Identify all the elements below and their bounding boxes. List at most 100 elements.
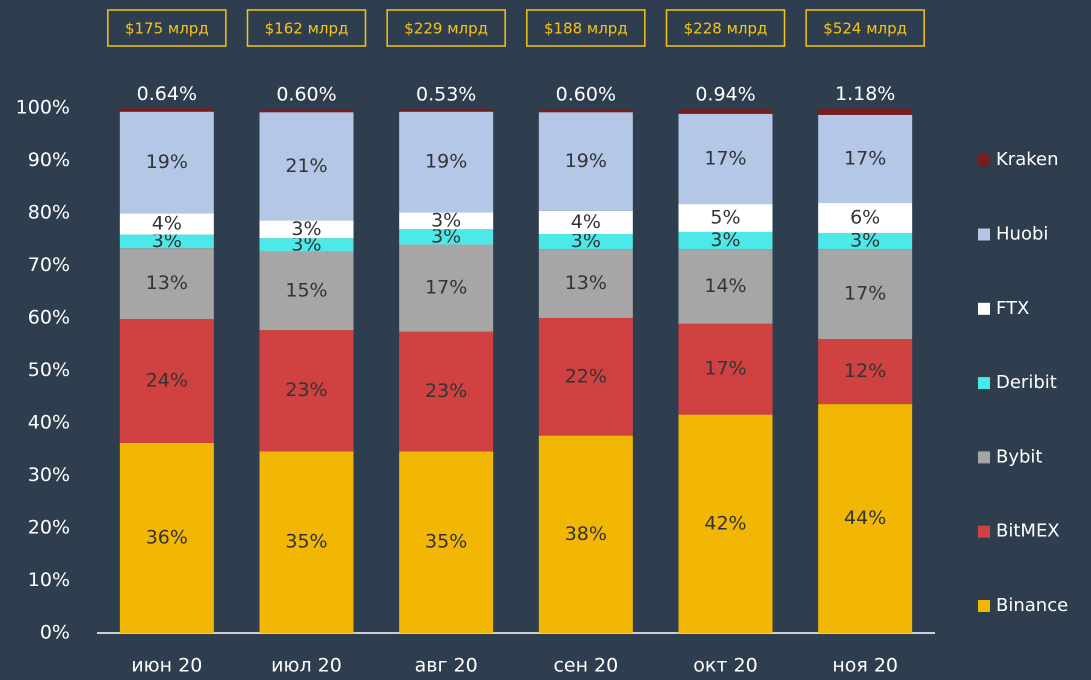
bar-segment	[818, 108, 913, 115]
bar-segment	[678, 231, 773, 250]
bar-segment	[538, 234, 633, 250]
bar-segment	[818, 114, 913, 204]
legend-label: Bybit	[996, 446, 1043, 467]
bar-segment	[678, 323, 773, 415]
bar-segment	[678, 249, 773, 324]
bar-segment	[818, 232, 913, 250]
total-box	[665, 9, 786, 47]
value-label: 0.64%	[137, 83, 197, 105]
value-label: 14%	[704, 275, 746, 297]
bar-segment	[399, 229, 494, 245]
legend-swatch	[978, 525, 990, 538]
y-tick-label: 20%	[28, 517, 70, 539]
bar-segment	[678, 414, 773, 633]
value-label: 17%	[704, 358, 746, 380]
legend-label: Huobi	[996, 224, 1048, 245]
bar-segment	[818, 339, 913, 405]
x-tick-label: июн 20	[131, 655, 202, 677]
value-label: 17%	[425, 277, 467, 299]
legend-swatch	[978, 451, 990, 464]
y-tick-label: 80%	[28, 202, 70, 224]
total-label: $229 млрд	[404, 20, 488, 38]
value-label: 1.18%	[835, 83, 895, 105]
x-tick-label: ноя 20	[832, 655, 898, 677]
value-label: 19%	[425, 151, 467, 173]
value-label: 3%	[291, 218, 321, 240]
total-label: $188 млрд	[544, 20, 628, 38]
legend-label: FTX	[996, 298, 1029, 319]
value-label: 0.53%	[416, 83, 476, 105]
y-tick-label: 50%	[28, 359, 70, 381]
total-label: $524 млрд	[823, 20, 907, 38]
bar-segment	[259, 238, 354, 252]
bar-segment	[399, 331, 494, 452]
bar-segment	[538, 435, 633, 633]
bar-segment	[119, 213, 214, 235]
value-label: 17%	[844, 283, 886, 305]
legend-label: BitMEX	[996, 521, 1060, 542]
total-label: $175 млрд	[125, 20, 209, 38]
bar-segment	[259, 109, 354, 113]
value-label: 19%	[146, 151, 188, 173]
bar-segment	[119, 111, 214, 214]
bar-segment	[399, 108, 494, 112]
bar-segment	[259, 451, 354, 633]
bar-segment	[678, 113, 773, 205]
bar-segment	[818, 249, 913, 339]
total-box	[107, 9, 227, 47]
value-label: 36%	[146, 526, 188, 548]
bar-segment	[119, 108, 214, 112]
legend-swatch	[978, 377, 990, 390]
value-label: 21%	[285, 155, 327, 177]
value-label: 4%	[152, 213, 182, 235]
bar-segment	[678, 108, 773, 114]
bar-segment	[538, 109, 633, 113]
total-label: $228 млрд	[684, 20, 768, 38]
value-label: 44%	[844, 507, 886, 529]
value-label: 12%	[844, 360, 886, 382]
y-tick-label: 30%	[28, 464, 70, 486]
legend-label: Kraken	[996, 149, 1059, 170]
bar-segment	[399, 451, 494, 633]
y-tick-label: 90%	[28, 149, 70, 171]
value-label: 23%	[285, 379, 327, 401]
bar-segment	[259, 251, 354, 331]
bar-segment	[678, 204, 773, 232]
y-tick-label: 60%	[28, 307, 70, 329]
bar-segment	[538, 210, 633, 234]
legend-swatch	[978, 302, 990, 315]
bar-segment	[259, 330, 354, 452]
bar-segment	[119, 248, 214, 320]
legend-label: Deribit	[996, 372, 1057, 393]
y-tick-label: 0%	[40, 622, 70, 644]
bar-segment	[538, 318, 633, 436]
value-label: 13%	[146, 272, 188, 294]
value-label: 0.60%	[556, 84, 616, 106]
bar-segment	[399, 244, 494, 332]
x-tick-label: сен 20	[553, 655, 618, 677]
value-label: 3%	[571, 230, 601, 252]
bar-segment	[818, 404, 913, 633]
bar-segment	[259, 220, 354, 239]
value-label: 13%	[565, 272, 607, 294]
value-label: 0.60%	[276, 84, 336, 106]
value-label: 42%	[704, 512, 746, 534]
x-tick-label: окт 20	[693, 655, 757, 677]
bar-segment	[538, 249, 633, 318]
value-label: 5%	[710, 206, 740, 228]
legend-label: Binance	[996, 595, 1068, 616]
value-label: 3%	[152, 230, 182, 252]
legend-swatch	[978, 228, 990, 241]
total-box	[526, 9, 646, 47]
value-label: 24%	[146, 370, 188, 392]
value-label: 4%	[571, 211, 601, 233]
value-label: 35%	[285, 531, 327, 553]
bar-segment	[538, 112, 633, 211]
bar-segment	[399, 212, 494, 230]
bar-segment	[119, 442, 214, 633]
bar-segment	[818, 203, 913, 233]
value-label: 0.94%	[695, 83, 755, 105]
value-label: 22%	[565, 365, 607, 387]
y-tick-label: 40%	[28, 412, 70, 434]
